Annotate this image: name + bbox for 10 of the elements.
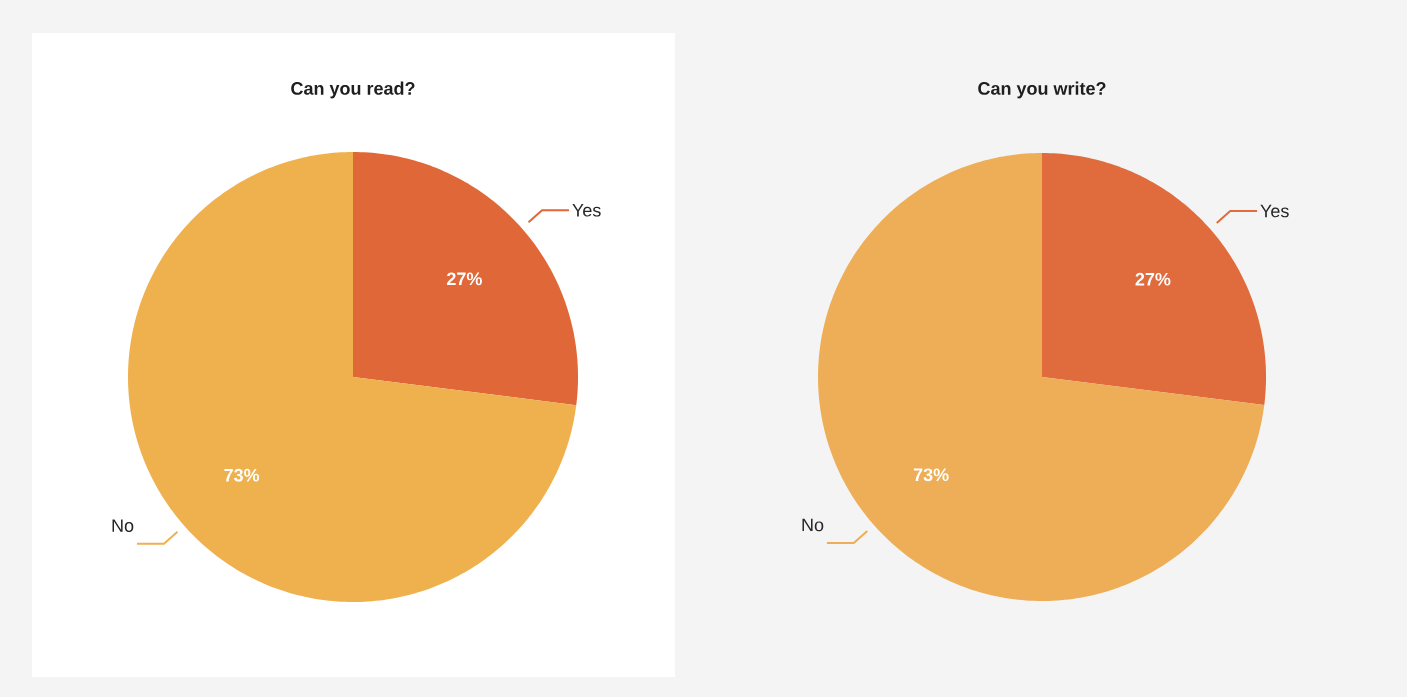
slice-label: Yes	[1260, 204, 1289, 218]
data-label: 73%	[913, 468, 949, 482]
data-label: 27%	[1135, 272, 1171, 286]
chart-title: Can you write?	[978, 81, 1106, 99]
data-label: 73%	[224, 468, 260, 482]
chart-title: Can you read?	[291, 81, 415, 99]
slice-label: Yes	[572, 204, 601, 217]
data-label: 27%	[447, 272, 482, 286]
slice-label: No	[802, 518, 824, 532]
slice-label: No	[112, 519, 134, 532]
